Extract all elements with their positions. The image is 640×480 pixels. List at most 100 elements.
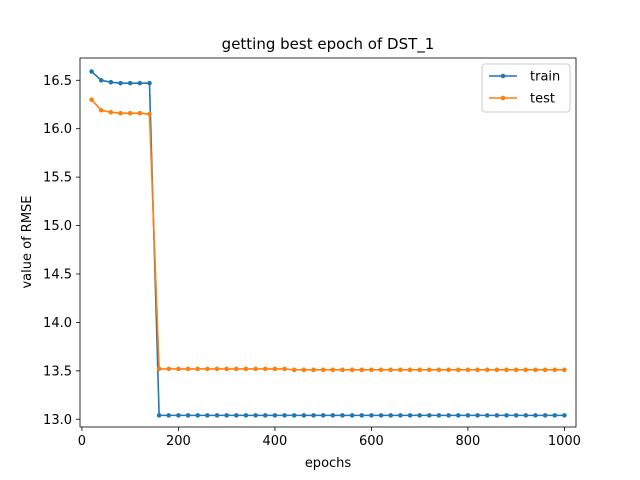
data-point-train <box>262 413 268 418</box>
data-point-test <box>552 367 558 373</box>
x-axis: 0 200 400 600 800 1000 <box>78 427 581 449</box>
data-point-train <box>340 413 345 418</box>
data-point-test <box>214 366 220 372</box>
legend-marker-train <box>500 73 506 79</box>
data-point-test <box>455 367 461 373</box>
data-point-test <box>195 366 201 372</box>
data-point-test <box>234 366 239 372</box>
data-point-test <box>118 110 123 116</box>
data-point-train <box>127 80 133 86</box>
data-point-train <box>369 413 374 418</box>
data-point-test <box>243 366 249 372</box>
x-tick-label: 1000 <box>548 434 581 449</box>
data-point-test <box>320 367 326 373</box>
y-axis: 13.0 13.5 14.0 14.5 15.0 15.5 16.0 16.5 <box>43 74 80 428</box>
data-point-test <box>147 111 152 117</box>
data-point-train <box>465 413 471 418</box>
data-point-train <box>214 413 220 418</box>
data-point-train <box>417 413 422 418</box>
data-point-train <box>523 413 529 418</box>
data-point-test <box>127 110 133 116</box>
data-point-train <box>513 413 519 418</box>
y-tick-label: 15.0 <box>43 219 72 234</box>
data-point-test <box>407 367 413 373</box>
data-point-test <box>262 366 268 372</box>
data-point-train <box>494 413 500 418</box>
data-point-test <box>253 366 258 372</box>
x-tick-label: 0 <box>78 434 86 449</box>
data-point-test <box>89 97 94 102</box>
data-point-test <box>359 367 365 373</box>
y-tick-label: 13.5 <box>43 364 72 379</box>
data-point-train <box>542 413 548 418</box>
legend-label-test: test <box>530 92 555 107</box>
data-point-train <box>118 80 123 86</box>
data-point-train <box>224 413 229 418</box>
data-point-train <box>166 413 172 418</box>
data-point-train <box>301 413 307 418</box>
data-point-train <box>272 413 278 418</box>
data-point-test <box>494 367 500 373</box>
y-axis-title: value of RMSE <box>20 195 35 288</box>
data-point-train <box>98 77 104 83</box>
data-point-train <box>330 413 336 418</box>
data-point-train <box>455 413 461 418</box>
data-point-test <box>185 366 191 372</box>
data-point-test <box>340 367 345 373</box>
data-point-train <box>253 413 258 418</box>
data-point-train <box>205 413 210 418</box>
y-tick-label: 16.0 <box>43 122 72 137</box>
data-point-test <box>475 367 480 373</box>
plot-area <box>79 57 577 428</box>
data-point-test <box>465 367 471 373</box>
series-train <box>89 69 567 418</box>
y-tick-label: 15.5 <box>43 171 72 186</box>
data-point-train <box>552 413 558 418</box>
data-point-train <box>446 413 451 418</box>
data-point-train <box>147 80 152 86</box>
x-tick-label: 200 <box>166 434 191 449</box>
data-point-test <box>533 367 538 373</box>
data-point-train <box>562 413 567 418</box>
data-point-train <box>234 413 239 418</box>
data-point-train <box>504 413 509 418</box>
data-point-test <box>311 367 316 373</box>
data-point-test <box>417 367 422 373</box>
x-axis-title: epochs <box>305 456 352 471</box>
chart-title: getting best epoch of DST_1 <box>222 35 435 54</box>
data-point-test <box>562 367 567 373</box>
series-test <box>89 97 567 373</box>
data-point-train <box>89 69 94 74</box>
data-point-test <box>205 366 210 372</box>
data-point-test <box>224 366 229 372</box>
data-point-test <box>137 110 143 116</box>
data-point-test <box>301 367 307 373</box>
y-tick-label: 14.0 <box>43 316 72 331</box>
data-point-train <box>137 80 143 86</box>
legend-label-train: train <box>530 70 560 85</box>
data-point-test <box>272 366 278 372</box>
data-point-test <box>484 367 490 373</box>
data-point-train <box>436 413 442 418</box>
data-point-test <box>446 367 451 373</box>
data-point-train <box>475 413 480 418</box>
data-point-train <box>533 413 538 418</box>
data-point-test <box>282 366 287 372</box>
plot-frame <box>79 57 577 428</box>
data-point-test <box>542 367 548 373</box>
data-point-train <box>185 413 191 418</box>
x-tick-label: 600 <box>359 434 384 449</box>
data-point-train <box>282 413 287 418</box>
data-point-train <box>407 413 413 418</box>
data-point-train <box>243 413 249 418</box>
data-point-train <box>378 413 384 418</box>
data-point-test <box>436 367 442 373</box>
data-point-test <box>166 366 172 372</box>
data-point-train <box>195 413 201 418</box>
data-point-train <box>108 79 114 85</box>
y-tick-label: 14.5 <box>43 267 72 282</box>
series-layer <box>89 69 567 418</box>
data-point-test <box>369 367 374 373</box>
x-tick-label: 400 <box>263 434 288 449</box>
